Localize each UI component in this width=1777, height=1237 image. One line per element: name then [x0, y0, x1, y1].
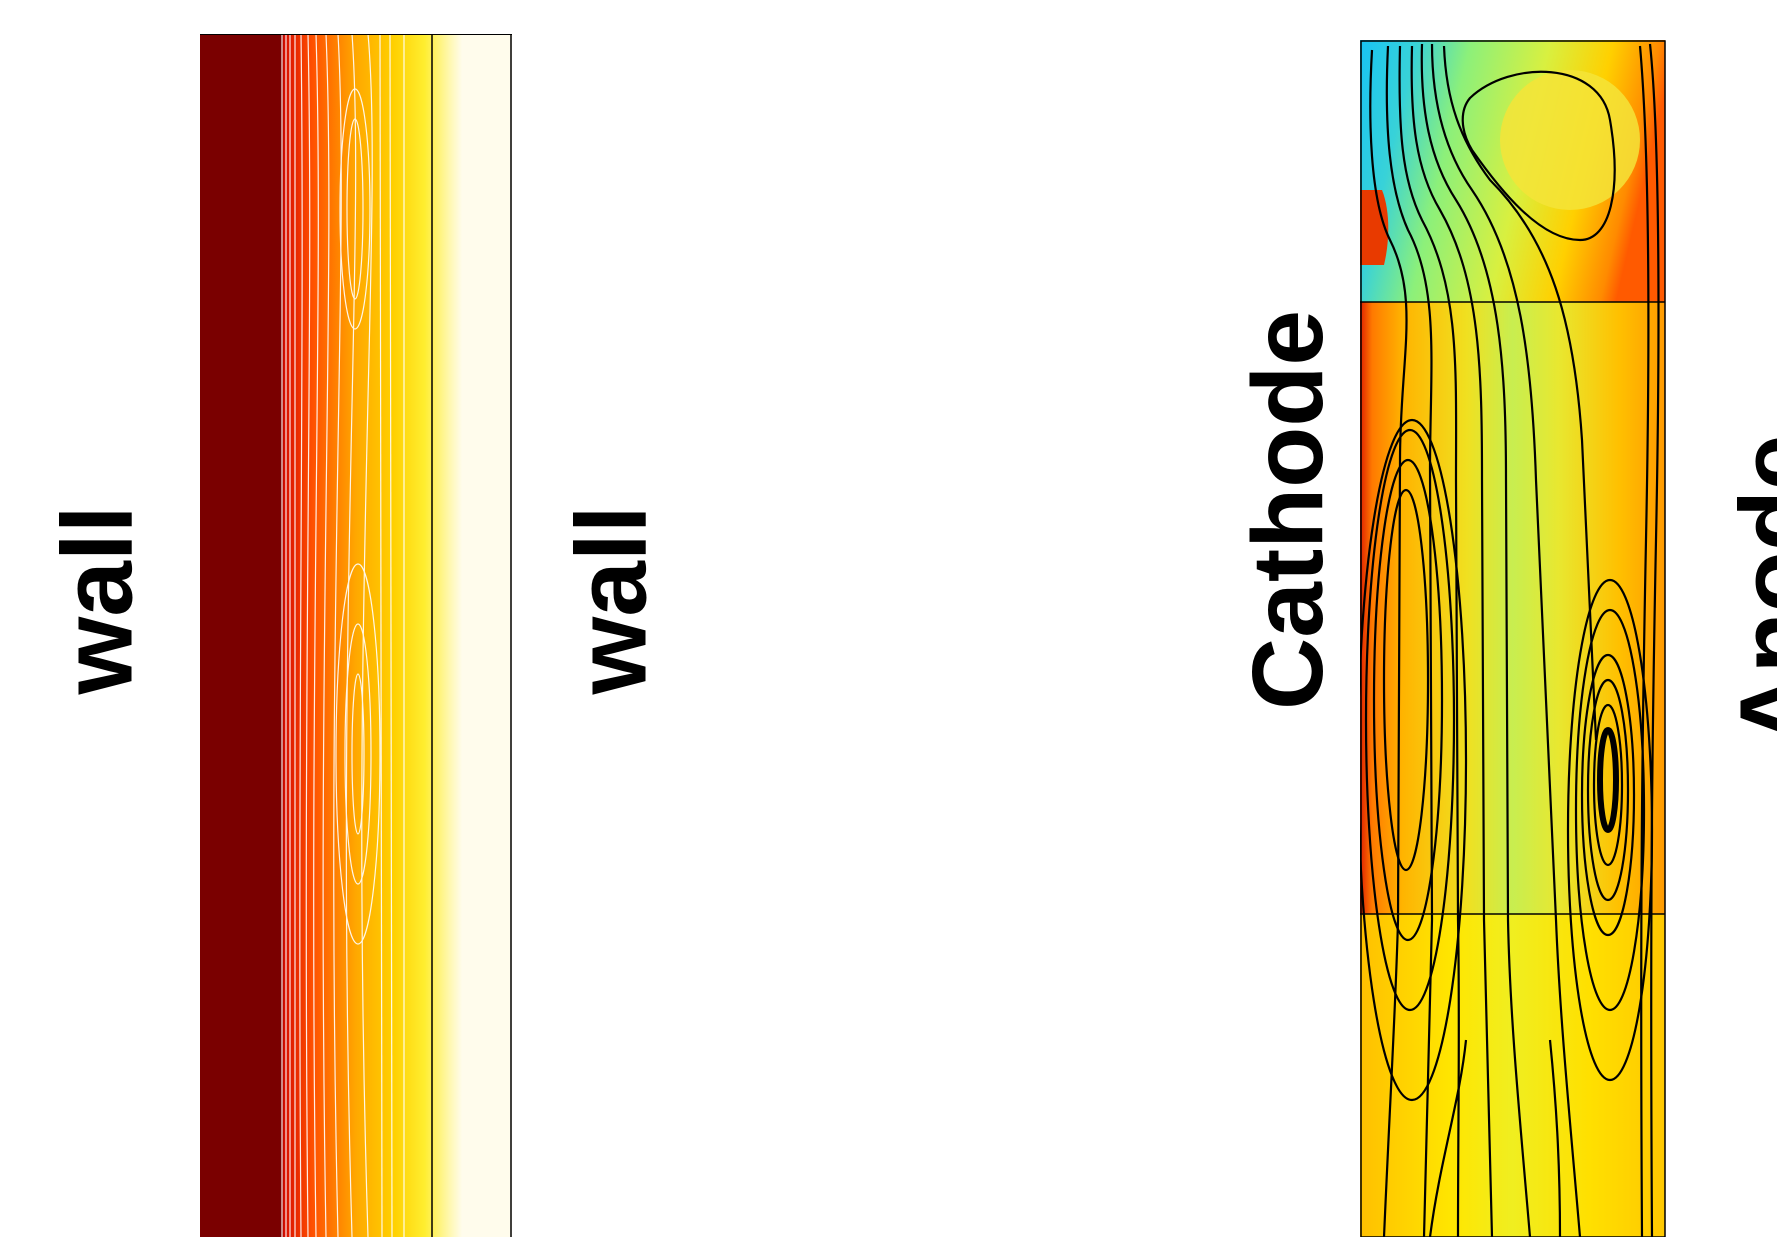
top-right-yellow-core — [1500, 70, 1640, 210]
streamline-right-loop-5 — [1566, 578, 1654, 1082]
streamline-bottom-right — [1548, 1039, 1562, 1237]
streamline-through-6 — [1430, 43, 1582, 1237]
left-contour-panel — [200, 34, 512, 1237]
wall-label-right: wall — [555, 505, 668, 695]
top-left-hot-spot — [1360, 190, 1389, 265]
streamline-through-5 — [1420, 43, 1532, 1237]
streamline-right-loop-core — [1597, 727, 1619, 833]
streamline-left-loop-2 — [1372, 458, 1444, 942]
streamline-bottom-left — [1428, 1039, 1468, 1237]
left-wall-block — [200, 34, 280, 1237]
streamline-left-loop-1 — [1382, 488, 1430, 872]
wall-label-left: wall — [41, 505, 154, 695]
streamline-right-edge-1 — [1648, 43, 1660, 1237]
streamline-left-loop-3 — [1364, 428, 1456, 1012]
middle-region-field — [1360, 302, 1665, 914]
cathode-label: Cathode — [1232, 310, 1344, 710]
streamline-through-1 — [1369, 49, 1408, 1237]
streamline-through-4 — [1410, 45, 1494, 1237]
streamline-right-loop-2 — [1586, 678, 1630, 902]
anode-label: Anode — [1719, 434, 1777, 746]
streamline-left-loop-4 — [1360, 419, 1468, 1101]
streamline-top-loop — [1461, 70, 1616, 242]
streamline-right-loop-4 — [1574, 608, 1646, 1012]
right-streamline-panel — [1360, 40, 1666, 1237]
streamline-right-loop-1 — [1592, 703, 1624, 867]
streamline-right-loop-3 — [1580, 653, 1636, 937]
streamlines — [1360, 43, 1660, 1237]
left-contour-lines — [281, 34, 405, 1237]
streamline-right-edge-2 — [1638, 45, 1650, 1237]
bottom-region-field — [1360, 914, 1665, 1237]
